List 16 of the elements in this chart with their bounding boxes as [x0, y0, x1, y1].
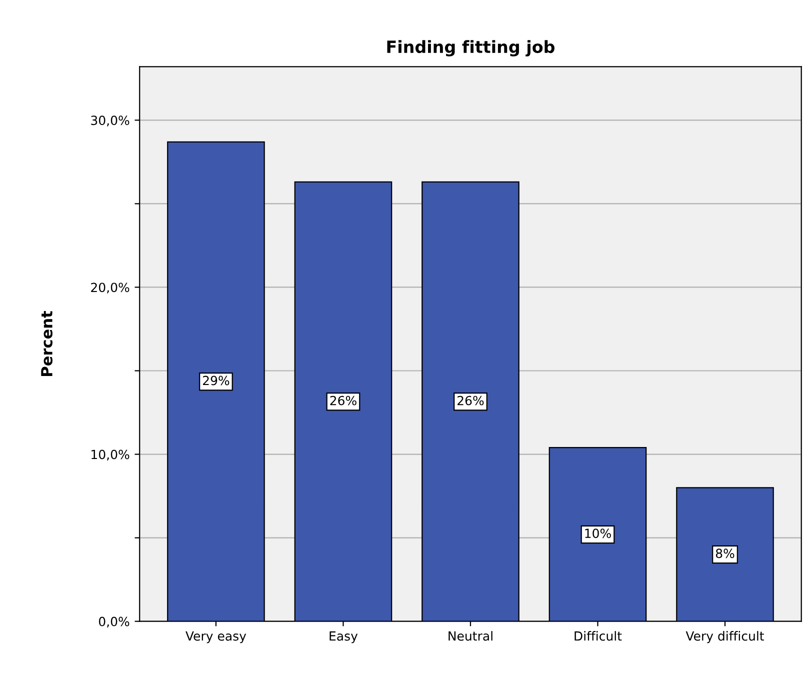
- y-tick-label: 20,0%: [91, 282, 130, 294]
- x-tick-label: Neutral: [448, 631, 492, 641]
- data-label: 10%: [585, 528, 611, 538]
- y-axis-title: Percent: [41, 311, 52, 376]
- y-tick-label: 10,0%: [92, 450, 130, 460]
- y-tick-label: 0,0%: [98, 616, 130, 628]
- x-tick-label: Difficult: [574, 631, 622, 641]
- x-tick-label: Very difficult: [686, 631, 764, 644]
- x-tick-label: Very easy: [186, 631, 246, 644]
- data-label: 26%: [330, 396, 356, 406]
- x-tick-label: Easy: [330, 631, 358, 644]
- data-label: 26%: [458, 396, 484, 406]
- chart-title: Finding fitting job: [387, 40, 554, 56]
- data-label: 8%: [716, 548, 734, 558]
- data-label: 29%: [202, 376, 230, 386]
- y-tick-label: 30,0%: [91, 116, 130, 126]
